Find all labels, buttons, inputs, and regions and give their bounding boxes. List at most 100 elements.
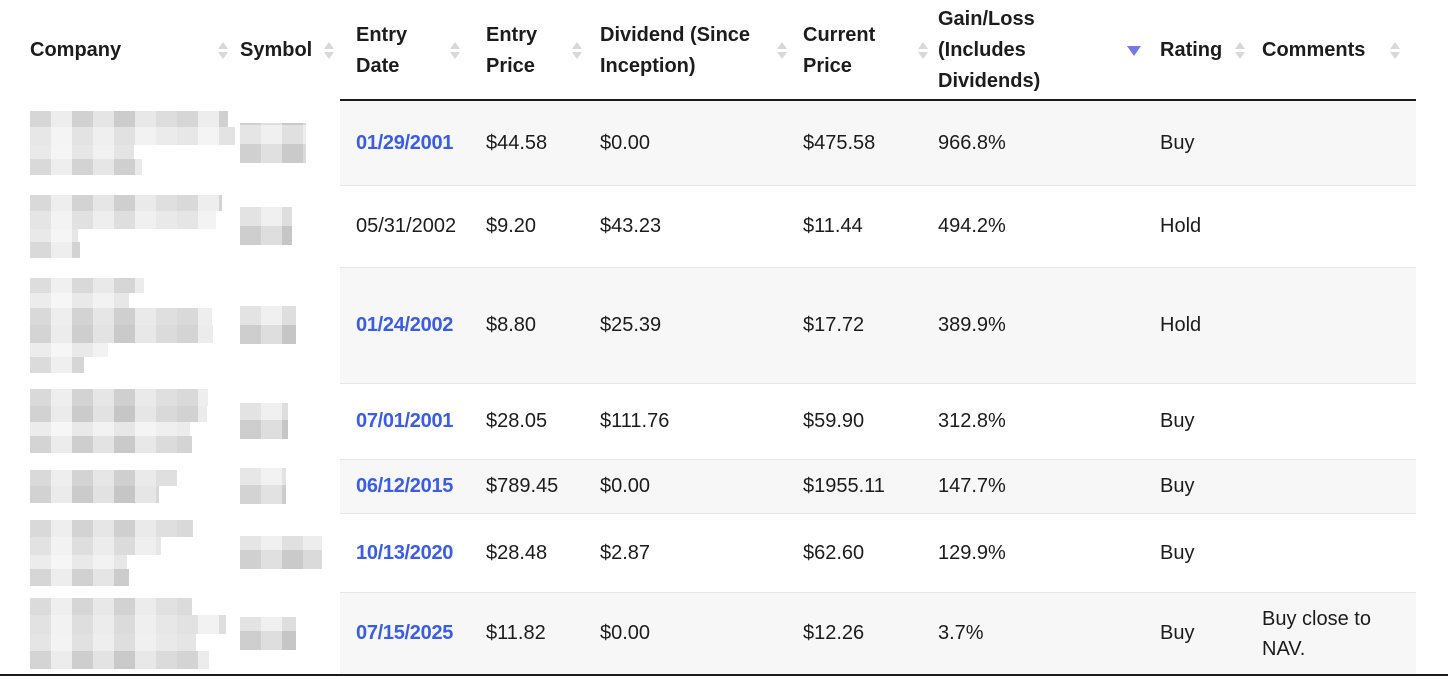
entry-price-cell: $28.05 — [472, 383, 584, 459]
company-cell — [25, 592, 233, 674]
redacted-company-text — [30, 614, 226, 634]
entry-price-cell: $9.20 — [472, 185, 584, 267]
redacted-company-text — [30, 436, 192, 453]
redacted-company-text — [30, 389, 208, 406]
table-row: 05/31/2002 $9.20 $43.23 $11.44 494.2% Ho… — [25, 185, 1416, 267]
column-header-current-price[interactable]: Current Price — [789, 0, 930, 101]
redacted-company-text — [30, 554, 127, 569]
dividend-cell: $0.00 — [584, 592, 789, 674]
redacted-symbol-text — [240, 536, 322, 569]
entry-date-cell: 10/13/2020 — [340, 513, 472, 592]
column-label: Dividend (Since Inception) — [600, 23, 751, 77]
column-label: Entry Price — [486, 23, 538, 77]
column-header-entry-date[interactable]: Entry Date — [340, 0, 472, 101]
redacted-company-text — [30, 292, 129, 308]
entry-price-cell: $8.80 — [472, 267, 584, 383]
rating-cell: Buy — [1153, 592, 1253, 674]
column-header-symbol[interactable]: Symbol — [233, 0, 340, 101]
current-price-cell: $11.44 — [789, 185, 930, 267]
symbol-cell — [233, 267, 340, 383]
table-row: 01/29/2001 $44.58 $0.00 $475.58 966.8% B… — [25, 101, 1416, 185]
company-cell — [25, 185, 233, 267]
redacted-company-text — [30, 111, 228, 127]
entry-date-cell: 07/01/2001 — [340, 383, 472, 459]
gain-loss-cell: 3.7% — [930, 592, 1153, 674]
redacted-company-text — [30, 307, 212, 325]
current-price-cell: $12.26 — [789, 592, 930, 674]
column-header-company[interactable]: Company — [25, 0, 233, 101]
redacted-company-text — [30, 241, 80, 258]
redacted-company-text — [30, 485, 159, 503]
table-row: 10/13/2020 $28.48 $2.87 $62.60 129.9% Bu… — [25, 513, 1416, 592]
redacted-company-text — [30, 406, 207, 422]
sort-arrows-icon — [1390, 42, 1400, 59]
table-row: 01/24/2002 $8.80 $25.39 $17.72 389.9% Ho… — [25, 267, 1416, 383]
comments-cell — [1253, 267, 1416, 383]
sort-arrows-icon — [450, 42, 460, 59]
rating-cell: Buy — [1153, 101, 1253, 185]
entry-date-link[interactable]: 07/15/2025 — [356, 622, 454, 644]
redacted-company-text — [30, 324, 213, 343]
rating-cell: Buy — [1153, 383, 1253, 459]
redacted-symbol-text — [240, 616, 296, 650]
sort-arrows-icon — [324, 42, 334, 59]
current-price-cell: $62.60 — [789, 513, 930, 592]
redacted-company-text — [30, 469, 177, 486]
column-header-gain-loss[interactable]: Gain/Loss (Includes Dividends) — [930, 0, 1153, 101]
symbol-cell — [233, 513, 340, 592]
column-label: Gain/Loss (Includes Dividends) — [938, 8, 1041, 92]
entry-date-text: 05/31/2002 — [356, 215, 457, 237]
comments-cell: Buy close to NAV. — [1253, 592, 1416, 674]
column-label: Symbol — [240, 39, 313, 61]
entry-date-cell: 06/12/2015 — [340, 459, 472, 513]
sort-arrows-icon — [918, 42, 928, 59]
company-cell — [25, 267, 233, 383]
redacted-company-text — [30, 127, 235, 145]
entry-date-cell: 05/31/2002 — [340, 185, 472, 267]
sort-arrows-icon — [1235, 42, 1245, 59]
entry-date-link[interactable]: 01/24/2002 — [356, 314, 454, 336]
gain-loss-cell: 389.9% — [930, 267, 1153, 383]
symbol-cell — [233, 185, 340, 267]
symbol-cell — [233, 592, 340, 674]
column-header-dividend[interactable]: Dividend (Since Inception) — [584, 0, 789, 101]
entry-date-link[interactable]: 01/29/2001 — [356, 131, 454, 154]
comments-cell — [1253, 513, 1416, 592]
column-header-rating[interactable]: Rating — [1153, 0, 1253, 101]
entry-price-cell: $28.48 — [472, 513, 584, 592]
redacted-company-text — [30, 633, 196, 651]
column-header-comments[interactable]: Comments — [1253, 0, 1416, 101]
table-row: 07/01/2001 $28.05 $111.76 $59.90 312.8% … — [25, 383, 1416, 459]
dividend-cell: $0.00 — [584, 101, 789, 185]
rating-cell: Buy — [1153, 459, 1253, 513]
redacted-symbol-text — [240, 403, 288, 439]
column-label: Comments — [1262, 39, 1366, 61]
entry-date-link[interactable]: 06/12/2015 — [356, 475, 454, 497]
dividend-cell: $43.23 — [584, 185, 789, 267]
entry-date-link[interactable]: 07/01/2001 — [356, 410, 454, 432]
gain-loss-cell: 966.8% — [930, 101, 1153, 185]
redacted-company-text — [30, 597, 192, 615]
symbol-cell — [233, 459, 340, 513]
company-cell — [25, 383, 233, 459]
redacted-symbol-text — [240, 468, 286, 504]
entry-date-cell: 01/29/2001 — [340, 101, 472, 185]
redacted-company-text — [30, 194, 222, 211]
comments-cell — [1253, 185, 1416, 267]
redacted-company-text — [30, 536, 161, 555]
entry-price-cell: $11.82 — [472, 592, 584, 674]
company-cell — [25, 101, 235, 185]
column-header-entry-price[interactable]: Entry Price — [472, 0, 584, 101]
entry-date-link[interactable]: 10/13/2020 — [356, 541, 454, 564]
table-header-row: Company Symbol Entry Date Entry Price Di… — [25, 0, 1416, 101]
entry-date-cell: 01/24/2002 — [340, 267, 472, 383]
redacted-symbol-text — [240, 207, 292, 245]
column-label: Entry Date — [356, 23, 408, 77]
comments-cell — [1253, 459, 1416, 513]
redacted-symbol-text — [240, 123, 306, 163]
dividend-cell: $0.00 — [584, 459, 789, 513]
company-cell — [25, 513, 233, 592]
entry-date-cell: 07/15/2025 — [340, 592, 472, 674]
sort-arrows-icon — [218, 42, 228, 59]
